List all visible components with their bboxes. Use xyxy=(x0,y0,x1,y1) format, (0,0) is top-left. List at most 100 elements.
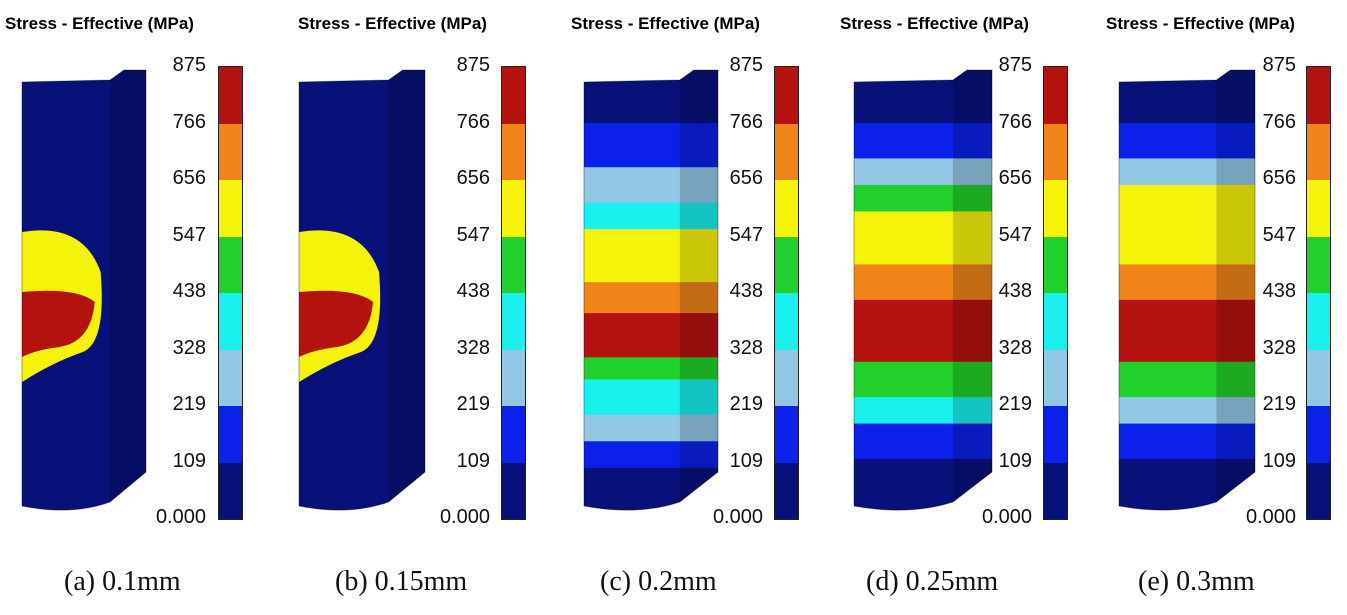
stress-band xyxy=(854,361,992,399)
color-scale-tick-label: 438 xyxy=(729,280,763,302)
color-scale-segment xyxy=(219,406,242,463)
color-scale-bar xyxy=(501,66,526,520)
color-scale-tick-label: 438 xyxy=(172,280,206,302)
color-scale-tick-label: 0.000 xyxy=(981,506,1032,528)
color-scale-tick-label: 219 xyxy=(172,393,206,415)
color-scale-tick-label: 438 xyxy=(998,280,1032,302)
color-scale-segment xyxy=(1044,180,1067,237)
color-scale-tick-label: 328 xyxy=(172,336,206,359)
color-scale-tick-label: 875 xyxy=(172,54,206,76)
panel-title: Stress - Effective (MPa) xyxy=(1106,14,1295,33)
stress-band xyxy=(1119,158,1255,186)
stress-band xyxy=(854,184,992,213)
stress-band xyxy=(854,264,992,301)
panel-caption: (d) 0.25mm xyxy=(866,566,999,597)
panel-caption: (e) 0.3mm xyxy=(1138,566,1255,597)
color-scale-segment xyxy=(1044,406,1067,463)
color-scale-segment xyxy=(775,123,798,180)
color-scale-tick-label: 656 xyxy=(729,167,763,189)
color-scale-tick-label: 766 xyxy=(456,110,490,133)
stress-band xyxy=(854,397,992,425)
color-scale-tick-label: 0.000 xyxy=(155,506,206,528)
color-scale-segment xyxy=(1307,462,1330,519)
stress-band xyxy=(1119,123,1255,160)
color-scale-tick-label: 875 xyxy=(456,54,490,76)
color-scale-tick-label: 109 xyxy=(729,449,763,472)
stress-band xyxy=(1119,361,1255,399)
color-scale-tick-label: 766 xyxy=(998,110,1032,133)
color-scale-tick-label: 109 xyxy=(172,449,206,472)
color-scale-segment xyxy=(219,462,242,519)
color-scale-tick-label: 875 xyxy=(1262,54,1296,76)
color-scale-segment xyxy=(775,67,798,124)
color-scale-tick-label: 547 xyxy=(729,223,763,246)
color-scale-segment xyxy=(219,293,242,350)
specimen-side-face xyxy=(110,70,146,511)
specimen-outline xyxy=(21,69,147,511)
color-scale-segment xyxy=(219,67,242,124)
stress-band xyxy=(584,229,718,284)
color-scale-tick-label: 547 xyxy=(456,223,490,246)
color-scale-segment xyxy=(502,180,525,237)
color-scale-tick-label: 0.000 xyxy=(1245,506,1296,528)
color-scale-tick-label: 438 xyxy=(456,280,490,302)
color-scale-segment xyxy=(502,293,525,350)
color-scale-tick-label: 328 xyxy=(456,336,490,359)
color-scale-segment xyxy=(502,236,525,293)
color-scale-segment xyxy=(1307,236,1330,293)
color-scale-segment xyxy=(502,406,525,463)
stress-band xyxy=(584,123,718,169)
panel-title: Stress - Effective (MPa) xyxy=(5,14,194,33)
specimen-side-face xyxy=(952,70,992,511)
stress-band xyxy=(854,211,992,266)
color-scale-tick-label: 766 xyxy=(1262,110,1296,133)
color-scale-segment xyxy=(775,462,798,519)
stress-band xyxy=(584,202,718,231)
stress-band xyxy=(1119,423,1255,460)
stress-zone-peak xyxy=(22,290,95,357)
panel-title: Stress - Effective (MPa) xyxy=(571,14,760,33)
color-scale-segment xyxy=(1307,406,1330,463)
color-scale-tick-label: 547 xyxy=(998,223,1032,246)
color-scale-segment xyxy=(1307,67,1330,124)
color-scale-segment xyxy=(1044,349,1067,406)
color-scale-tick-label: 875 xyxy=(729,54,763,76)
color-scale-segment xyxy=(1044,67,1067,124)
color-scale-segment xyxy=(1044,236,1067,293)
color-scale-segment xyxy=(502,67,525,124)
color-scale-segment xyxy=(1044,462,1067,519)
specimen-contour-plot xyxy=(583,69,719,511)
color-scale-tick-label: 328 xyxy=(1262,336,1296,359)
specimen-contour-plot xyxy=(21,69,147,511)
panel-caption: (a) 0.1mm xyxy=(64,566,181,597)
color-scale-segment xyxy=(1044,293,1067,350)
color-scale-tick-label: 766 xyxy=(729,110,763,133)
color-scale-tick-label: 547 xyxy=(1262,223,1296,246)
color-scale-tick-label: 0.000 xyxy=(439,506,490,528)
color-scale-tick-label: 656 xyxy=(1262,167,1296,189)
color-scale-segment xyxy=(1307,349,1330,406)
stress-band xyxy=(584,379,718,416)
panel-title: Stress - Effective (MPa) xyxy=(840,14,1029,33)
color-scale-segment xyxy=(219,349,242,406)
stress-band xyxy=(584,313,718,359)
color-scale-tick-label: 219 xyxy=(729,393,763,415)
color-scale-tick-label: 109 xyxy=(1262,449,1296,472)
color-scale-tick-label: 109 xyxy=(998,449,1032,472)
color-scale-tick-label: 656 xyxy=(456,167,490,189)
panel-title: Stress - Effective (MPa) xyxy=(298,14,487,33)
stress-band xyxy=(1119,397,1255,425)
color-scale-segment xyxy=(219,180,242,237)
color-scale-segment xyxy=(1307,123,1330,180)
color-scale-segment xyxy=(1307,293,1330,350)
specimen-outline xyxy=(853,69,993,511)
specimen-outline xyxy=(1118,69,1256,511)
color-scale-bar xyxy=(1306,66,1331,520)
color-scale-tick-label: 656 xyxy=(172,167,206,189)
color-scale-segment xyxy=(1307,180,1330,237)
